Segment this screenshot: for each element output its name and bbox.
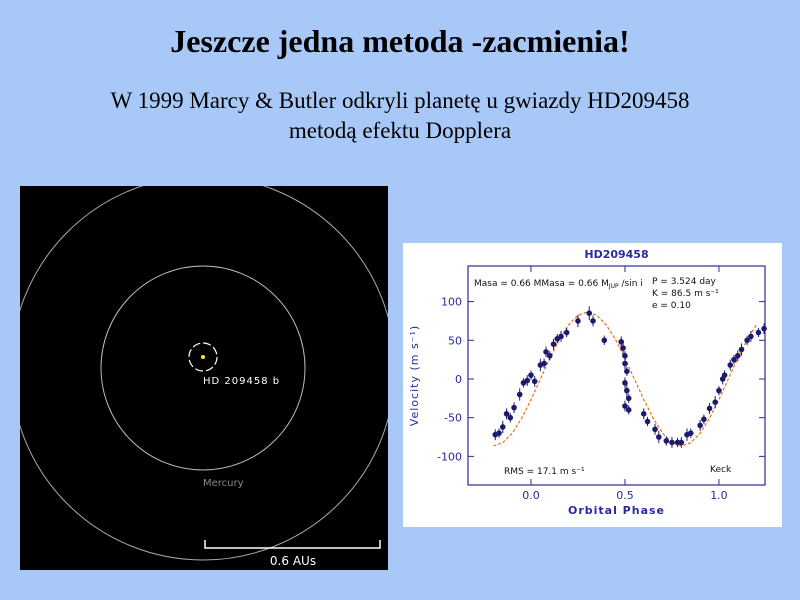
- data-point: [748, 333, 754, 340]
- data-point: [622, 403, 628, 409]
- data-point: [546, 352, 553, 359]
- data-point: [541, 360, 547, 367]
- x-tick-label: 0.0: [522, 489, 540, 502]
- data-point: [558, 333, 564, 340]
- chart-title: HD209458: [584, 248, 648, 261]
- data-point: [663, 438, 670, 444]
- data-point: [543, 349, 549, 355]
- data-point: [524, 377, 531, 384]
- data-point: [734, 352, 741, 359]
- orbit-label: Mercury: [203, 478, 244, 489]
- diagram-background: [20, 186, 388, 570]
- x-tick-label: 0.5: [616, 489, 634, 502]
- data-point: [731, 356, 737, 363]
- x-tick-label: 1.0: [710, 489, 728, 502]
- rv-chart: HD209458 100 50 0 -50 -100 0.0 0.5 1.0 Orbital Ph…: [403, 243, 782, 527]
- annotation: K = 86.5 m s⁻¹: [652, 289, 719, 299]
- data-point: [712, 399, 718, 405]
- slide-title: Jeszcze jedna metoda -zacmienia!: [170, 23, 629, 59]
- data-point: [516, 391, 523, 398]
- data-point: [687, 430, 694, 436]
- data-point: [655, 434, 662, 440]
- outer-orbit: [20, 186, 388, 561]
- data-point: [499, 424, 506, 430]
- data-point: [669, 439, 675, 446]
- data-point: [503, 411, 510, 417]
- data-point: [563, 329, 570, 336]
- annotation: Masa = 0.66 MMasa = 0.66 MJUP /sin i: [474, 279, 643, 290]
- star: [201, 355, 205, 359]
- subtitle-line: metodą efektu Dopplera: [289, 118, 511, 143]
- annotation: e = 0.10: [652, 301, 691, 311]
- subtitle-line: W 1999 Marcy & Butler odkryli planetę u …: [111, 88, 690, 113]
- y-tick-label: -100: [437, 450, 462, 463]
- data-point: [622, 380, 628, 386]
- y-axis-label: Velocity (m s⁻¹): [408, 325, 421, 426]
- data-point: [624, 368, 630, 375]
- mercury-orbit: [100, 265, 306, 471]
- y-tick-label: 100: [441, 296, 462, 309]
- planet-orbit: [188, 342, 218, 372]
- plot-frame: [467, 265, 766, 486]
- data-point: [652, 426, 658, 433]
- orbit-diagram: HD 209458 b Mercury 0.6 AUs: [20, 186, 388, 570]
- data-point: [697, 422, 703, 429]
- data-point: [678, 439, 685, 446]
- data-point: [761, 325, 767, 332]
- planet-label: HD 209458 b: [203, 376, 280, 387]
- data-point: [507, 414, 514, 421]
- data-point: [550, 341, 557, 347]
- data-point: [744, 337, 750, 344]
- data-point: [644, 418, 651, 425]
- data-point: [528, 372, 534, 378]
- data-point: [721, 372, 728, 378]
- data-point: [601, 337, 608, 344]
- annotation-part: JUP: [608, 283, 619, 290]
- data-point: [640, 411, 647, 417]
- data-point: [727, 362, 734, 368]
- data-point: [590, 318, 596, 324]
- annotation: P = 3.524 day: [652, 277, 717, 287]
- data-point: [701, 416, 707, 423]
- data-point: [706, 405, 713, 412]
- annotation: Keck: [710, 465, 732, 475]
- scale-bar: [204, 540, 381, 549]
- y-tick-label: 0: [455, 373, 462, 386]
- y-tick-label: 50: [448, 334, 462, 347]
- data-point: [496, 430, 502, 436]
- annotation-part: Masa = 0.66 M: [541, 279, 608, 289]
- data-point: [716, 387, 722, 394]
- data-point: [622, 352, 628, 359]
- data-point: [755, 329, 762, 336]
- x-axis-label: Orbital Phase: [568, 504, 665, 517]
- y-tick-label: -50: [444, 412, 462, 425]
- data-point: [622, 360, 628, 367]
- data-point: [624, 387, 630, 394]
- annotation-part: /sin i: [619, 279, 643, 289]
- data-point: [738, 346, 745, 353]
- data-point: [531, 378, 538, 385]
- annotation: RMS = 17.1 m s⁻¹: [504, 467, 585, 477]
- scale-label: 0.6 AUs: [270, 554, 316, 568]
- data-point: [620, 345, 626, 351]
- data-point: [625, 395, 632, 402]
- data-point: [586, 310, 593, 317]
- data-point: [575, 318, 581, 324]
- data-point: [511, 404, 517, 411]
- data-point: [625, 407, 632, 413]
